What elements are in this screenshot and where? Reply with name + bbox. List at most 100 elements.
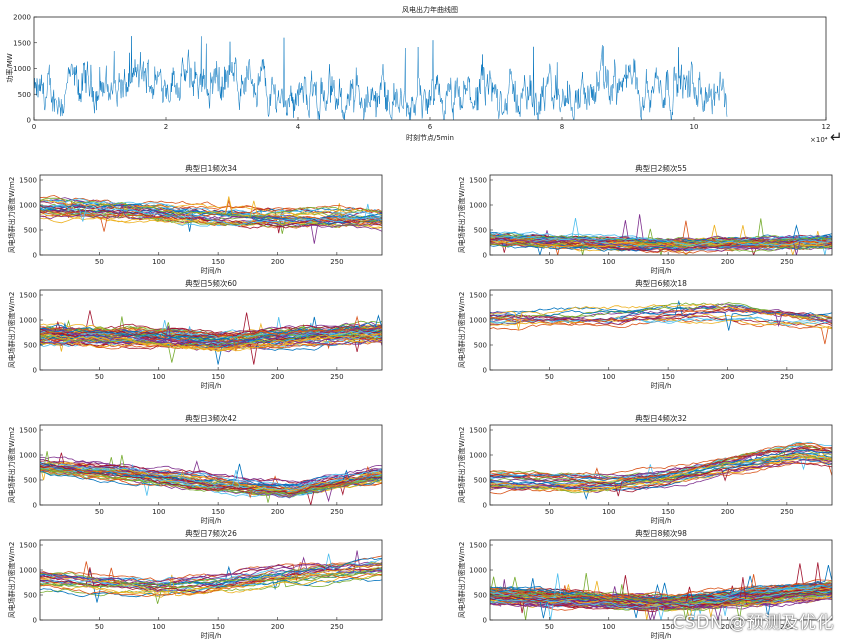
annual-xtick-label: 4 [296,123,301,131]
panel-ylabel-day5: 风电场群出力密度W/m2 [7,292,16,369]
annual-chart-title: 风电出力年曲线图 [402,5,458,14]
series-line-day7 [40,562,382,584]
annual-chart: 风电出力年曲线图 0 2 4 6 8 10 12 0 500 1000 1500 2000 时刻节点/… [5,5,830,144]
xtick-label-day6: 100 [602,373,615,381]
ytick-label-day3: 1500 [19,427,37,435]
xtick-label-day5: 50 [95,373,104,381]
panel-day7: 典型日7频次26 50 100 150 200 250 0 500 1000 1500 时间/h 风电… [7,528,383,639]
annual-ytick-label: 1000 [13,65,31,73]
panel-axes-box-day1 [39,174,383,256]
ytick-label-day5: 500 [24,342,37,350]
xtick-label-day3: 50 [95,508,104,516]
series-line-day2 [490,237,832,255]
ytick-label-day1: 1500 [19,177,37,185]
series-line-day1 [40,203,382,234]
xtick-label-day1: 100 [152,258,165,266]
series-line-day6 [490,309,832,328]
panel-ylabel-day6: 风电场群出力密度W/m2 [457,292,466,369]
series-line-day1 [40,197,382,218]
ytick-label-day4: 0 [483,502,487,510]
xtick-label-day5: 100 [152,373,165,381]
series-line-day8 [490,590,832,620]
xtick-label-day4: 200 [721,508,734,516]
panel-day3: 典型日3频次42 50 100 150 200 250 0 500 1000 1500 时间/h 风电… [7,413,383,525]
series-line-day5 [40,331,382,350]
ytick-label-day6: 0 [483,367,487,375]
series-line-day7 [40,562,382,589]
panel-series-day2 [490,214,832,255]
series-line-day8 [490,565,832,604]
panel-title-day3: 典型日3频次42 [185,413,237,423]
panel-title-day2: 典型日2频次55 [635,163,687,173]
series-line-day1 [40,196,382,217]
series-line-day5 [40,320,382,345]
csdn-watermark: CSDN @预测及优化 [672,613,834,633]
annual-xtick-label: 12 [822,123,831,131]
annual-ytick-label: 500 [18,91,31,99]
annual-xtick-label: 10 [690,123,699,131]
xtick-label-day6: 150 [661,373,674,381]
panel-title-day4: 典型日4频次32 [635,413,687,423]
annual-chart-xlabel: 时刻节点/5min [406,133,454,142]
xtick-label-day5: 250 [330,373,343,381]
xtick-label-day4: 100 [602,508,615,516]
xtick-label-day8: 250 [780,623,793,631]
xtick-label-day6: 200 [721,373,734,381]
series-line-day1 [40,195,382,218]
panel-title-day1: 典型日1频次34 [185,163,237,173]
annual-chart-series [34,36,728,120]
series-line-day5 [40,314,382,342]
series-line-day4 [490,453,832,493]
series-line-day3 [40,466,382,494]
ytick-label-day5: 0 [33,367,37,375]
xtick-label-day4: 50 [545,508,554,516]
xtick-label-day2: 50 [545,258,554,266]
series-line-day4 [490,459,832,490]
ytick-label-day3: 1000 [19,452,37,460]
panel-series-day1 [40,195,382,244]
panel-ylabel-day4: 风电场群出力密度W/m2 [457,427,466,504]
series-line-day6 [490,303,832,330]
ytick-label-day7: 1500 [19,542,37,550]
enter-icon: ↵ [830,128,843,146]
xtick-label-day7: 200 [271,623,284,631]
xtick-label-day3: 100 [152,508,165,516]
xtick-label-day7: 100 [152,623,165,631]
panel-ylabel-day8: 风电场群出力密度W/m2 [457,542,466,619]
panel-ylabel-day7: 风电场群出力密度W/m2 [7,542,16,619]
panel-axes-box-day5 [39,289,383,371]
series-line-day7 [40,564,382,593]
series-line-day6 [490,305,832,321]
series-line-day8 [490,563,832,614]
series-line-day8 [490,589,832,608]
xtick-label-day1: 50 [95,258,104,266]
panel-series-day4 [490,441,832,501]
series-line-day6 [490,316,832,324]
xtick-label-day1: 250 [330,258,343,266]
annual-ytick-label: 0 [27,117,31,125]
panel-xlabel-day2: 时间/h [651,266,672,275]
panel-title-day5: 典型日5频次60 [185,278,237,288]
xtick-label-day7: 150 [211,623,224,631]
ytick-label-day2: 1500 [469,177,487,185]
series-line-day3 [40,465,382,495]
panel-xlabel-day7: 时间/h [201,631,222,639]
panel-axes-box-day8 [489,539,833,621]
series-line-day4 [490,446,832,490]
panel-axes-box-day3 [39,424,383,506]
panel-xlabel-day1: 时间/h [201,266,222,275]
series-line-day4 [490,451,832,491]
ytick-label-day5: 1500 [19,292,37,300]
panel-series-day3 [40,451,382,505]
panel-title-day6: 典型日6频次18 [635,278,687,288]
annual-chart-ticks: 0 2 4 6 8 10 12 0 500 1000 1500 2000 [13,14,830,132]
panel-axes-box-day6 [489,289,833,371]
series-line-day8 [490,562,832,602]
panel-day6: 典型日6频次18 50 100 150 200 250 0 500 1000 1500 时间/h 风电… [457,278,833,390]
panel-title-day8: 典型日8频次98 [635,528,687,538]
ytick-label-day4: 1000 [469,452,487,460]
annual-xtick-label: 2 [164,123,168,131]
xtick-label-day2: 100 [602,258,615,266]
series-line-day1 [40,203,382,232]
panel-day4: 典型日4频次32 50 100 150 200 250 0 500 1000 1500 时间/h 风电… [457,413,833,525]
